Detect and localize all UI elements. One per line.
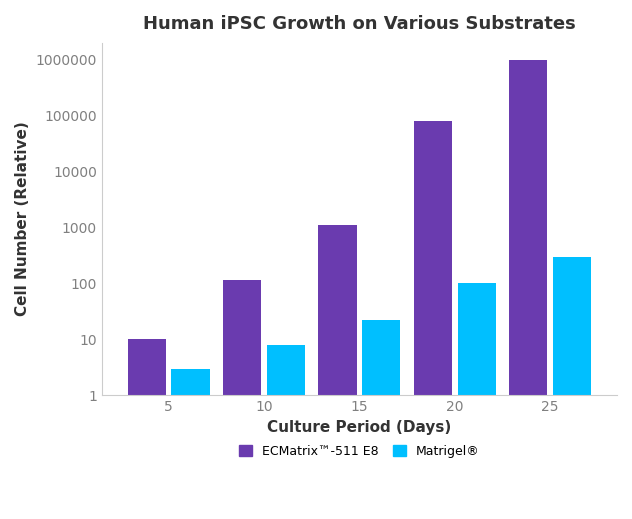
Y-axis label: Cell Number (Relative): Cell Number (Relative): [15, 121, 30, 317]
Bar: [414, 121, 452, 519]
Bar: [223, 280, 261, 519]
X-axis label: Culture Period (Days): Culture Period (Days): [267, 419, 451, 434]
Bar: [128, 339, 166, 519]
Bar: [553, 257, 592, 519]
Bar: [362, 320, 401, 519]
Bar: [509, 60, 547, 519]
Bar: [458, 283, 496, 519]
Title: Human iPSC Growth on Various Substrates: Human iPSC Growth on Various Substrates: [143, 15, 576, 33]
Legend: ECMatrix™-511 E8, Matrigel®: ECMatrix™-511 E8, Matrigel®: [234, 440, 485, 463]
Bar: [267, 345, 305, 519]
Bar: [171, 368, 210, 519]
Bar: [319, 225, 356, 519]
